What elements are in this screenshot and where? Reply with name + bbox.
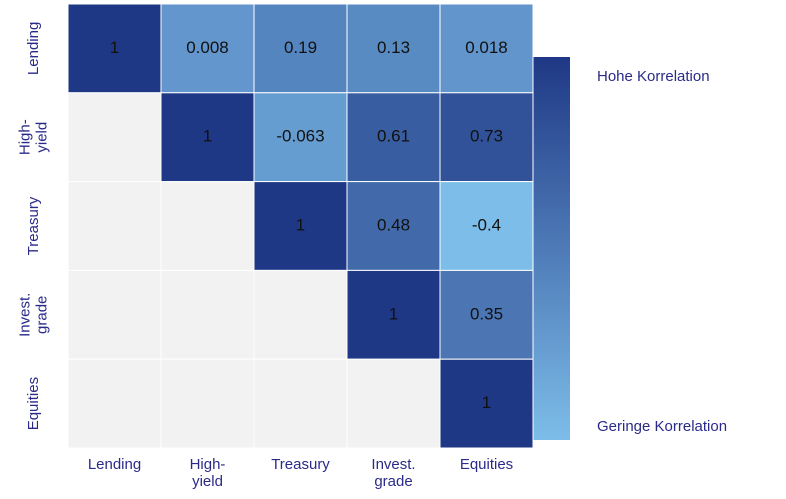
empty-cell bbox=[160, 358, 255, 449]
x-tick-label: Equities bbox=[460, 456, 513, 473]
y-tick-label: Lending bbox=[25, 22, 42, 75]
cell-label: 0.19 bbox=[284, 38, 317, 57]
y-tick-label: Treasury bbox=[25, 196, 42, 255]
cell-label: 0.13 bbox=[377, 38, 410, 57]
heatmap-cell bbox=[439, 269, 534, 360]
y-tick-label: Equities bbox=[25, 377, 42, 430]
cell-label: 1 bbox=[110, 38, 119, 57]
cell-label: 1 bbox=[482, 393, 491, 412]
cell-label: 0.73 bbox=[470, 127, 503, 146]
cell-label: -0.4 bbox=[472, 215, 501, 234]
x-tick-label: Lending bbox=[88, 456, 141, 473]
heatmap-cell bbox=[346, 92, 441, 183]
cell-label: 0.61 bbox=[377, 127, 410, 146]
heatmap-cell bbox=[67, 3, 162, 94]
heatmap-cell bbox=[439, 358, 534, 449]
heatmap-cell bbox=[160, 92, 255, 183]
heatmap-cell bbox=[439, 3, 534, 94]
cell-label: -0.063 bbox=[276, 127, 324, 146]
empty-cell bbox=[67, 358, 162, 449]
colorbar-low-label: Geringe Korrelation bbox=[597, 418, 727, 435]
empty-cell bbox=[346, 358, 441, 449]
cell-label: 1 bbox=[203, 127, 212, 146]
heatmap-cell bbox=[253, 3, 348, 94]
heatmap-cell bbox=[346, 269, 441, 360]
empty-cell bbox=[253, 269, 348, 360]
cell-label: 0.018 bbox=[465, 38, 508, 57]
empty-cell bbox=[253, 358, 348, 449]
heatmap-cell bbox=[160, 3, 255, 94]
empty-cell bbox=[160, 181, 255, 271]
cell-label: 0.008 bbox=[186, 38, 229, 57]
heatmap-cell bbox=[346, 3, 441, 94]
x-tick-label: Treasury bbox=[271, 456, 330, 473]
heatmap-cell bbox=[439, 181, 534, 271]
empty-cell bbox=[160, 269, 255, 360]
x-tick-label: High-yield bbox=[190, 456, 226, 490]
heatmap-cell bbox=[253, 181, 348, 271]
cell-label: 0.48 bbox=[377, 215, 410, 234]
empty-cell bbox=[67, 92, 162, 183]
y-tick-label: High-yield bbox=[16, 119, 50, 155]
x-tick-label: Invest. grade bbox=[371, 456, 415, 490]
cell-label: 1 bbox=[389, 304, 398, 323]
y-tick-label: Invest.grade bbox=[16, 293, 50, 337]
cell-label: 0.35 bbox=[470, 304, 503, 323]
colorbar bbox=[533, 57, 570, 440]
colorbar-high-label: Hohe Korrelation bbox=[597, 68, 710, 85]
empty-cell bbox=[67, 269, 162, 360]
empty-cell bbox=[67, 181, 162, 271]
cell-label: 1 bbox=[296, 215, 305, 234]
